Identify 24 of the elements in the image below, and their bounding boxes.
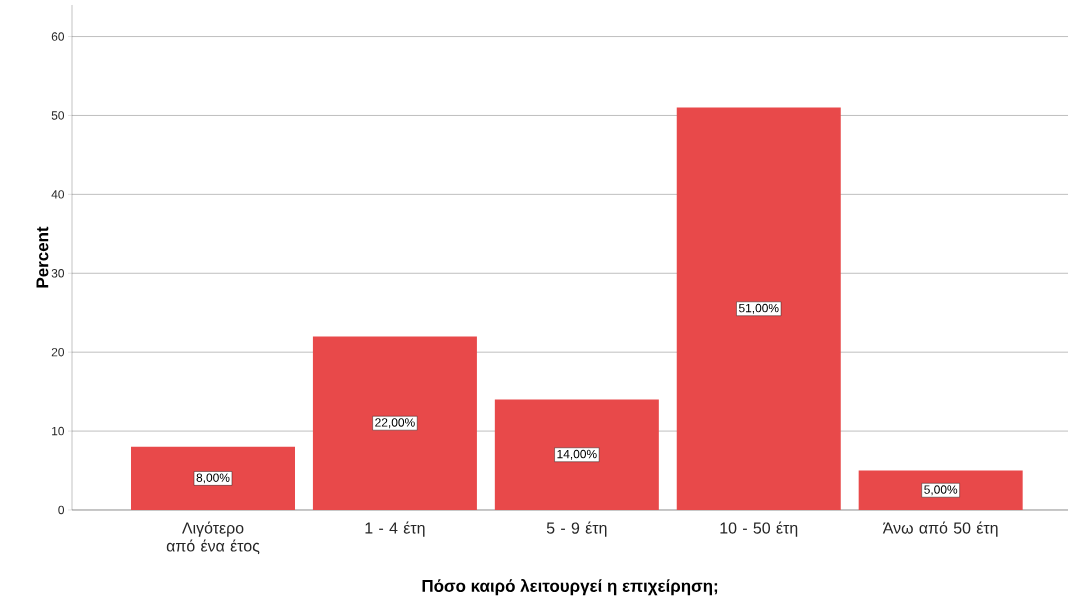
data-label: 22,00% <box>375 418 415 429</box>
x-tick-label: 5 - 9 έτη <box>546 521 607 537</box>
bar <box>312 336 477 510</box>
x-tick-label: 10 - 50 έτη <box>720 521 798 537</box>
bar <box>494 399 659 510</box>
bar <box>858 470 1023 510</box>
y-tick-label: 10 <box>52 426 65 436</box>
bar <box>131 446 295 510</box>
data-label: 51,00% <box>738 303 779 314</box>
data-label: 5,00% <box>924 485 958 496</box>
y-tick-label: 30 <box>51 269 65 278</box>
data-label: 14,00% <box>557 449 597 460</box>
data-label: 8,00% <box>196 473 230 484</box>
y-tick-label: 60 <box>51 32 65 41</box>
y-tick-label: 50 <box>51 111 65 120</box>
x-tick-label: Άνω από 50 έτη <box>882 521 998 537</box>
bar <box>676 107 841 510</box>
y-axis-title: Percent <box>36 226 49 288</box>
y-tick-label: 20 <box>51 347 65 357</box>
y-tick-label: 40 <box>51 190 65 199</box>
x-tick-label: Λιγότερο από ένα έτος <box>166 521 260 555</box>
y-tick-label: 0 <box>58 505 65 515</box>
x-axis-title: Πόσο καιρό λειτουργεί η επιχείρηση; <box>422 579 718 596</box>
x-tick-label: 1 - 4 έτη <box>365 521 425 537</box>
